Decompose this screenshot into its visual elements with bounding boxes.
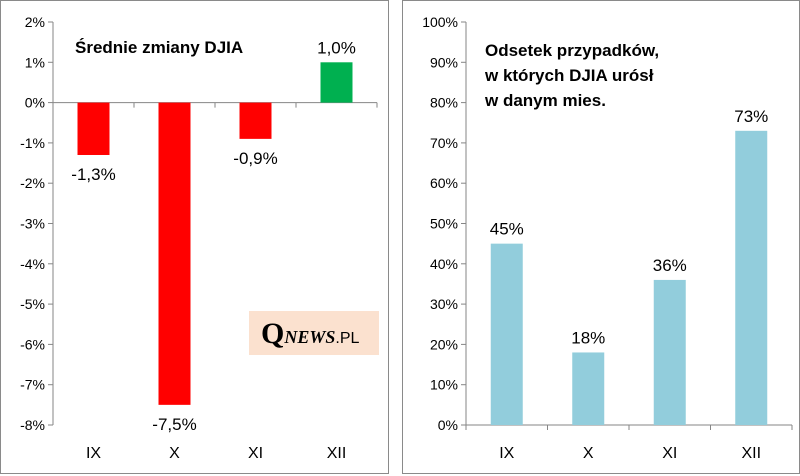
avg-change-chart: 2% 1% 0% -1% -2% -3% -4% -5% -6% -7% -8% -1,3% IX -7,…: [20, 14, 378, 462]
y-tick-label: 1%: [25, 54, 45, 70]
y-tick-label: 2%: [25, 14, 45, 30]
y-tick-label: -2%: [20, 175, 45, 191]
category-label-xi: XI: [662, 445, 677, 462]
y-tick-label: -3%: [20, 216, 45, 232]
y-tick-label: 0%: [25, 95, 45, 111]
category-label-xii: XII: [741, 445, 761, 462]
chart-title-line-1: Średnie zmiany DJIA: [75, 38, 243, 57]
data-label-xi: -0,9%: [233, 149, 277, 168]
bar-x: [572, 352, 605, 425]
y-tick-label: -6%: [20, 336, 45, 352]
bar-xi: [239, 102, 272, 139]
logo-pl: .PL: [335, 330, 360, 347]
y-tick-label: -5%: [20, 296, 45, 312]
chart-title-line-1: Odsetek przypadków,: [485, 41, 659, 60]
data-label-x: -7,5%: [152, 415, 196, 434]
category-label-ix: IX: [86, 445, 101, 462]
data-label-ix: 45%: [490, 220, 524, 239]
logo-q: Q: [261, 317, 285, 350]
bar-xii: [320, 62, 353, 103]
bar-xi: [653, 279, 686, 425]
y-tick-label: 50%: [430, 216, 458, 232]
y-tick-label: 30%: [430, 296, 458, 312]
y-tick-label: 40%: [430, 256, 458, 272]
logo-news: NEWS: [284, 327, 336, 347]
data-label-xii: 1,0%: [317, 38, 356, 57]
y-tick-label: -4%: [20, 256, 45, 272]
y-tick-label: 70%: [430, 135, 458, 151]
chart-title-line-2: w których DJIA urósł: [484, 66, 654, 85]
qnews-logo: QNEWS.PL: [249, 311, 379, 355]
bar-ix: [77, 102, 110, 155]
data-label-xi: 36%: [653, 256, 687, 275]
y-tick-label: -8%: [20, 417, 45, 433]
bar-xii: [735, 130, 768, 425]
y-tick-label: 60%: [430, 175, 458, 191]
rise-share-chart: 100% 90% 80% 70% 60% 50% 40% 30% 20% 10% 0% 45% IX 18…: [422, 14, 793, 462]
y-tick-label: 90%: [430, 54, 458, 70]
y-tick-label: -1%: [20, 135, 45, 151]
category-label-ix: IX: [499, 445, 514, 462]
category-label-xii: XII: [327, 445, 347, 462]
bar-x: [158, 102, 191, 405]
y-tick-label: 80%: [430, 95, 458, 111]
category-label-x: X: [169, 445, 180, 462]
category-label-x: X: [583, 445, 594, 462]
y-tick-label: 10%: [430, 377, 458, 393]
data-label-xii: 73%: [734, 107, 768, 126]
data-label-x: 18%: [571, 328, 605, 347]
right-chart-panel: 100% 90% 80% 70% 60% 50% 40% 30% 20% 10% 0% 45% IX 18…: [402, 0, 800, 474]
y-tick-label: -7%: [20, 377, 45, 393]
chart-title-line-3: w danym mies.: [484, 91, 606, 110]
y-tick-label: 0%: [438, 417, 458, 433]
y-tick-label: 100%: [422, 14, 458, 30]
left-chart-panel: 2% 1% 0% -1% -2% -3% -4% -5% -6% -7% -8% -1,3% IX -7,…: [0, 0, 389, 474]
data-label-ix: -1,3%: [71, 165, 115, 184]
category-label-xi: XI: [248, 445, 263, 462]
bar-ix: [490, 243, 523, 425]
y-tick-label: 20%: [430, 336, 458, 352]
